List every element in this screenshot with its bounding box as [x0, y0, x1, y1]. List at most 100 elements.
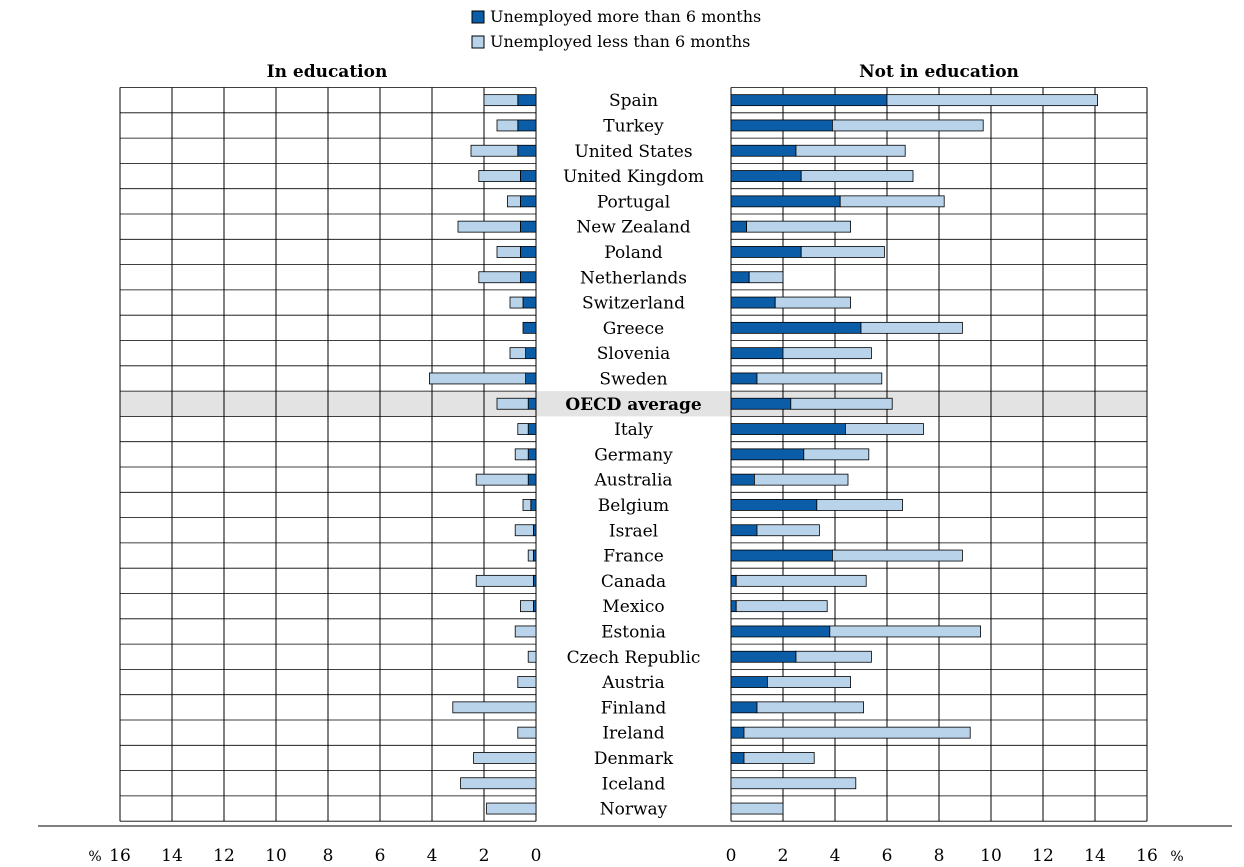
bar-in-education-short	[514, 448, 529, 461]
bar-in-education-long	[517, 94, 537, 107]
bar-not-in-education-long	[730, 549, 833, 562]
bar-not-in-education-long	[730, 701, 758, 714]
bar-in-education-short	[483, 94, 519, 107]
bar-not-in-education-long	[730, 347, 784, 360]
category-label: Greece	[603, 319, 664, 339]
category-label: Spain	[609, 91, 658, 111]
bar-not-in-education-long	[730, 170, 802, 182]
bar-in-education-long	[520, 246, 537, 258]
bar-layer	[428, 94, 1099, 815]
bar-not-in-education-short	[756, 701, 864, 714]
bar-not-in-education-long	[730, 119, 833, 132]
bar-not-in-education-short	[767, 676, 852, 688]
bar-in-education-short	[470, 144, 519, 157]
category-label: Switzerland	[582, 294, 685, 314]
bar-in-education-long	[527, 423, 537, 435]
bar-in-education-short	[514, 625, 537, 638]
category-label: Poland	[604, 243, 663, 263]
bar-in-education-short	[517, 676, 537, 688]
bar-not-in-education-short	[730, 777, 857, 790]
unit-label-right: %	[1170, 849, 1183, 865]
category-label: Estonia	[601, 622, 666, 642]
bar-in-education-short	[496, 119, 519, 132]
bar-not-in-education-long	[730, 650, 797, 663]
bar-in-education-long	[527, 448, 537, 461]
bar-not-in-education-short	[743, 752, 815, 764]
bar-not-in-education-long	[730, 94, 888, 107]
bar-in-education-long	[525, 372, 537, 385]
bar-in-education-short	[496, 397, 529, 410]
bar-not-in-education-long	[730, 423, 846, 435]
category-label: United Kingdom	[563, 167, 704, 187]
bar-not-in-education-short	[782, 347, 872, 360]
highlight-layer	[120, 391, 1147, 417]
category-label: Italy	[614, 420, 653, 440]
category-label: Canada	[601, 572, 666, 592]
legend-label-long: Unemployed more than 6 months	[490, 7, 761, 26]
bar-not-in-education-long	[730, 448, 805, 461]
category-label: Belgium	[598, 496, 669, 516]
bar-not-in-education-long	[730, 473, 755, 486]
tick-label: 10	[980, 846, 1002, 866]
bar-in-education-short	[475, 473, 529, 486]
bar-in-education-short	[496, 246, 521, 258]
tick-label: 8	[934, 846, 945, 866]
legend-swatch-long	[471, 10, 485, 24]
bar-not-in-education-long	[730, 574, 737, 587]
bar-not-in-education-long	[730, 144, 797, 157]
tick-label: 6	[882, 846, 893, 866]
bar-in-education-short	[457, 220, 521, 233]
category-label: Sweden	[599, 369, 667, 389]
legend-swatch-short	[471, 35, 485, 49]
bar-not-in-education-long	[730, 372, 758, 385]
bar-not-in-education-short	[832, 549, 963, 562]
category-label: United States	[574, 142, 692, 162]
tick-label: 0	[531, 846, 542, 866]
bar-not-in-education-short	[746, 220, 851, 233]
bar-in-education-short	[460, 777, 537, 790]
bar-in-education-short	[527, 549, 534, 562]
bar-not-in-education-short	[800, 246, 885, 258]
tick-label: 16	[1136, 846, 1158, 866]
bar-not-in-education-short	[816, 499, 903, 511]
category-label: France	[603, 547, 664, 567]
category-label: Czech Republic	[567, 648, 701, 668]
bar-in-education-short	[517, 423, 529, 435]
bar-not-in-education-short	[756, 524, 820, 537]
bar-in-education-short	[514, 524, 534, 537]
category-label: Germany	[594, 445, 673, 465]
bar-in-education-short	[478, 271, 521, 284]
category-label: Portugal	[597, 192, 670, 212]
category-label: New Zealand	[576, 218, 690, 238]
bar-not-in-education-long	[730, 499, 818, 511]
tick-label: 14	[1084, 846, 1106, 866]
bar-not-in-education-long	[730, 220, 748, 233]
bar-in-education-short	[473, 752, 537, 764]
bar-in-education-long	[520, 220, 537, 233]
bar-not-in-education-short	[800, 170, 914, 182]
tick-label: 14	[161, 846, 183, 866]
bar-not-in-education-long	[730, 524, 758, 537]
label-layer: Spain Turkey United States United Kingdom Po…	[563, 91, 704, 819]
tick-label: 6	[375, 846, 386, 866]
bar-not-in-education-short	[795, 650, 872, 663]
tick-label: 12	[1032, 846, 1054, 866]
tick-label: 10	[265, 846, 287, 866]
bar-not-in-education-long	[730, 296, 776, 309]
legend-label-short: Unemployed less than 6 months	[490, 32, 750, 51]
bar-not-in-education-short	[735, 600, 828, 613]
bar-not-in-education-short	[756, 372, 883, 385]
category-label: Israel	[609, 521, 658, 541]
category-label: Australia	[593, 471, 672, 491]
tick-label: 12	[213, 846, 235, 866]
bar-in-education-short	[517, 726, 537, 739]
category-label: Mexico	[602, 597, 664, 617]
bar-not-in-education-short	[790, 397, 893, 410]
bar-in-education-short	[520, 600, 534, 613]
bar-in-education-short	[452, 701, 537, 714]
bar-not-in-education-short	[832, 119, 984, 132]
category-label: Netherlands	[580, 268, 687, 288]
bar-in-education-long	[517, 144, 537, 157]
axis-layer: 16 14 12 10 8 6 4 2 0 0 2 4 6 8 10 12 14 16%%	[38, 825, 1232, 866]
category-label: Ireland	[602, 724, 664, 744]
